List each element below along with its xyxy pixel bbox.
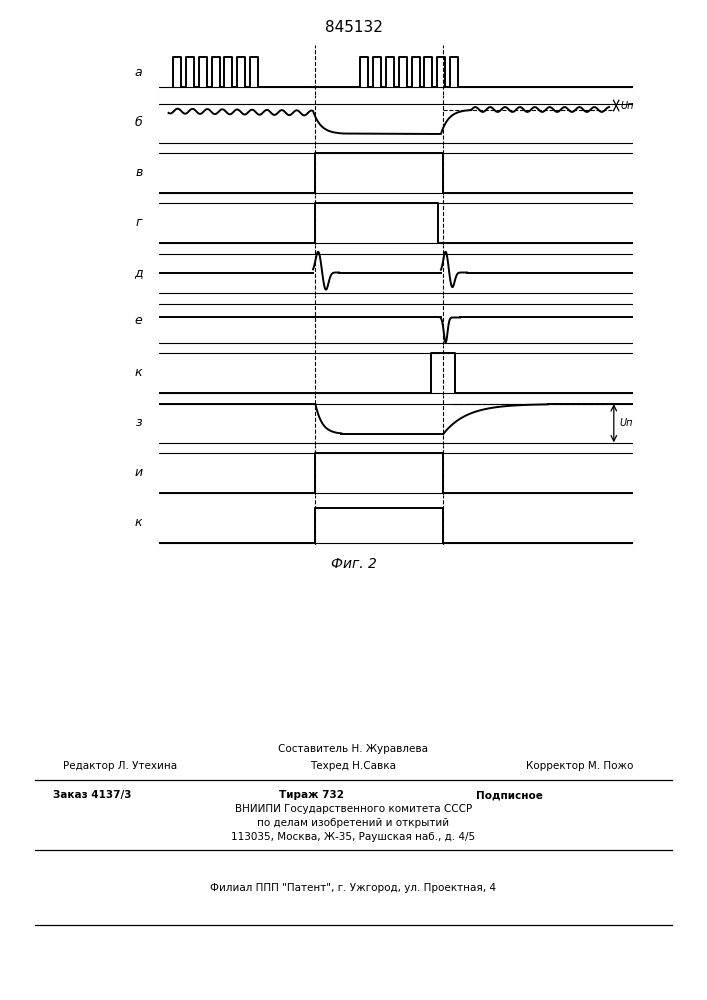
- Text: Тираж 732: Тираж 732: [279, 790, 344, 800]
- Text: по делам изобретений и открытий: по делам изобретений и открытий: [257, 818, 450, 828]
- Text: Uп: Uп: [619, 418, 633, 428]
- Text: ВНИИПИ Государственного комитета СССР: ВНИИПИ Государственного комитета СССР: [235, 804, 472, 814]
- Text: и: и: [134, 466, 143, 479]
- Text: Заказ 4137/3: Заказ 4137/3: [52, 790, 132, 800]
- Text: 113035, Москва, Ж-35, Раушская наб., д. 4/5: 113035, Москва, Ж-35, Раушская наб., д. …: [231, 832, 476, 842]
- Text: Фиг. 2: Фиг. 2: [331, 557, 376, 571]
- Text: з: з: [136, 416, 143, 429]
- Text: к: к: [135, 366, 143, 379]
- Text: Филиал ППП "Патент", г. Ужгород, ул. Проектная, 4: Филиал ППП "Патент", г. Ужгород, ул. Про…: [211, 883, 496, 893]
- Text: Техред Н.Савка: Техред Н.Савка: [310, 761, 397, 771]
- Text: б: б: [135, 116, 143, 129]
- Text: в: в: [135, 166, 143, 179]
- Text: г: г: [136, 216, 143, 229]
- Text: к: к: [135, 516, 143, 529]
- Text: Корректор М. Пожо: Корректор М. Пожо: [526, 761, 633, 771]
- Text: Составитель Н. Журавлева: Составитель Н. Журавлева: [279, 744, 428, 754]
- Text: е: е: [135, 314, 143, 326]
- Text: Редактор Л. Утехина: Редактор Л. Утехина: [63, 761, 177, 771]
- Text: Подписное: Подписное: [476, 790, 542, 800]
- Text: 845132: 845132: [325, 20, 382, 35]
- Text: а: а: [135, 66, 143, 79]
- Text: д: д: [134, 266, 143, 279]
- Text: Uп: Uп: [621, 101, 634, 111]
